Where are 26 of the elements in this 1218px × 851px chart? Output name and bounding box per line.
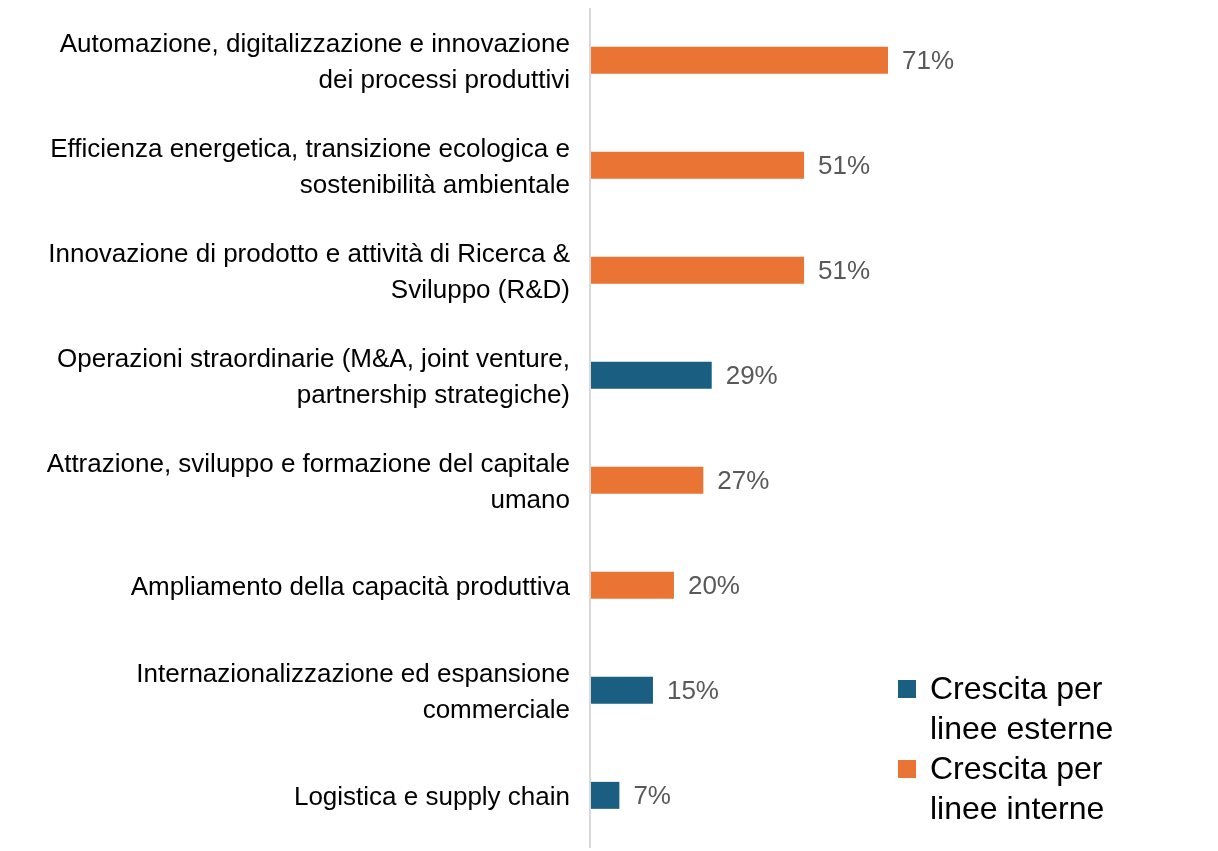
y-tick-label: Automazione, digitalizzazione e innovazione dei processi produttivi [59, 27, 570, 94]
legend-label: Crescita per linee interne [929, 749, 1106, 828]
y-tick-label: Efficienza energetica, transizione ecologica e sostenibilità ambientale [50, 132, 570, 199]
y-tick-label: Innovazione di prodotto e attività di Ricerca & Sviluppo (R&D) [48, 237, 570, 304]
bar [590, 46, 888, 74]
data-label: 7% [633, 780, 671, 811]
bar [590, 781, 620, 809]
data-label: 71% [902, 45, 955, 76]
data-label: 27% [717, 465, 770, 496]
y-tick-label: Logistica e supply chain [293, 780, 570, 811]
bar [590, 256, 805, 284]
data-label: 29% [725, 360, 778, 391]
bar [590, 676, 653, 704]
y-tick-label: Internazionalizzazione ed espansione commerciale [136, 657, 570, 724]
bar [590, 466, 704, 494]
y-tick-label: Ampliamento della capacità produttiva [130, 570, 571, 601]
data-label: 51% [818, 150, 871, 181]
bar [590, 151, 805, 179]
data-label: 51% [818, 255, 871, 286]
data-label: 20% [687, 570, 740, 601]
bar [590, 571, 674, 599]
bar [590, 361, 712, 389]
legend-label: Crescita per linee esterne [929, 669, 1115, 748]
data-label: 15% [666, 675, 719, 706]
y-tick-label: Attrazione, sviluppo e formazione del capitale umano [46, 447, 570, 514]
y-tick-label: Operazioni straordinarie (M&A, joint venture, partnership strategiche) [56, 342, 570, 409]
